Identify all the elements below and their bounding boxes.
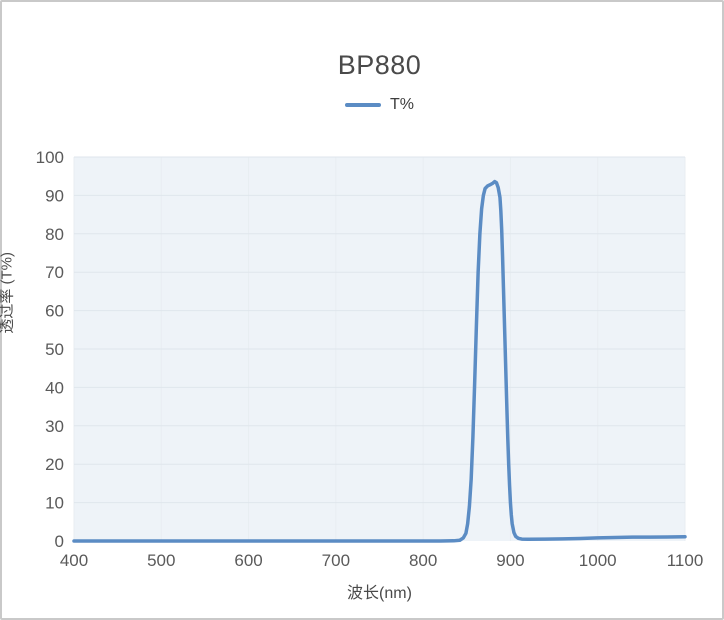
x-tick-label: 900 bbox=[496, 551, 524, 570]
legend: T% bbox=[74, 96, 685, 114]
x-tick-label: 400 bbox=[60, 551, 88, 570]
x-tick-label: 700 bbox=[322, 551, 350, 570]
y-tick-label: 90 bbox=[45, 186, 64, 205]
y-tick-label: 100 bbox=[36, 148, 64, 167]
y-axis-title: 透过率 (T%) bbox=[0, 251, 16, 334]
y-tick-label: 80 bbox=[45, 225, 64, 244]
x-tick-label: 600 bbox=[234, 551, 262, 570]
legend-item-t-percent[interactable]: T% bbox=[345, 96, 414, 114]
x-tick-label: 1000 bbox=[579, 551, 617, 570]
x-tick-label: 500 bbox=[147, 551, 175, 570]
y-tick-label: 30 bbox=[45, 417, 64, 436]
y-tick-label: 40 bbox=[45, 378, 64, 397]
y-tick-label: 70 bbox=[45, 263, 64, 282]
series-line-T% bbox=[72, 179, 687, 543]
x-tick-label: 800 bbox=[409, 551, 437, 570]
y-tick-label: 50 bbox=[45, 340, 64, 359]
y-tick-label: 0 bbox=[55, 532, 64, 551]
y-tick-label: 10 bbox=[45, 494, 64, 513]
chart-title: BP880 bbox=[337, 50, 422, 80]
x-tick-label: 1100 bbox=[667, 551, 704, 570]
legend-label: T% bbox=[390, 96, 414, 113]
legend-line-swatch-icon bbox=[345, 103, 381, 107]
y-tick-label: 20 bbox=[45, 455, 64, 474]
x-axis-title: 波长(nm) bbox=[347, 585, 412, 602]
y-tick-label: 60 bbox=[45, 302, 64, 321]
